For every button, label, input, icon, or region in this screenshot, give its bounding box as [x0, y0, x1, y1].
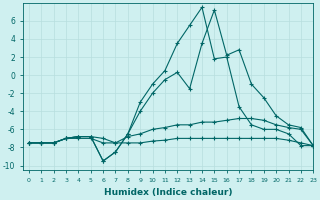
X-axis label: Humidex (Indice chaleur): Humidex (Indice chaleur) — [104, 188, 232, 197]
